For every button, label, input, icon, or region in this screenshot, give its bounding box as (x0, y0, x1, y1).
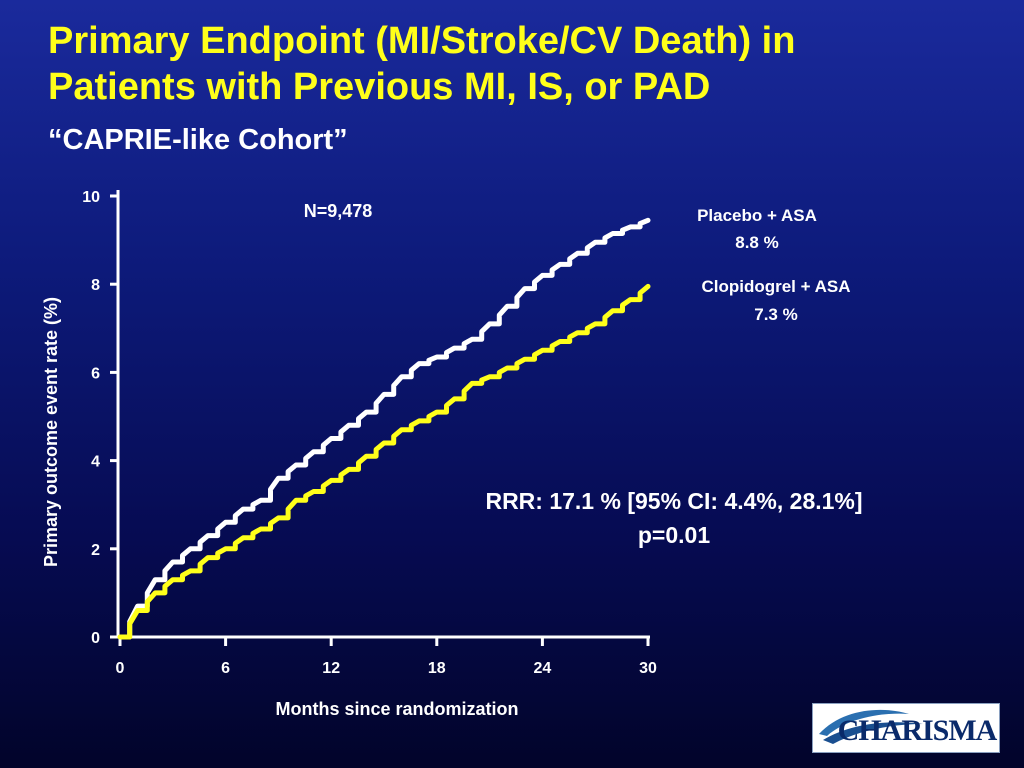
series-line-clopidogrel (117, 283, 651, 640)
x-axis-title: Months since randomization (275, 699, 518, 719)
x-tick-label: 24 (534, 660, 552, 677)
legend-placebo-rate: 8.8 % (735, 233, 778, 252)
x-tick-label: 12 (322, 660, 340, 677)
p-value-annotation: p=0.01 (638, 522, 710, 548)
slide-title: Primary Endpoint (MI/Stroke/CV Death) in… (48, 20, 796, 108)
chart-series (117, 217, 651, 640)
slide-subtitle: “CAPRIE-like Cohort” (48, 124, 348, 156)
charisma-logo: CHARISMA (812, 703, 1000, 753)
legend-placebo-name: Placebo + ASA (697, 206, 817, 225)
y-tick-label: 0 (91, 630, 100, 647)
sample-size-annotation: N=9,478 (304, 201, 373, 221)
y-tick-label: 8 (91, 277, 100, 294)
x-tick-label: 0 (116, 660, 125, 677)
legend-clopidogrel-rate: 7.3 % (754, 305, 797, 324)
y-tick-label: 6 (91, 365, 100, 382)
y-tick-label: 2 (91, 542, 100, 559)
x-tick-label: 18 (428, 660, 446, 677)
y-tick-label: 10 (82, 189, 100, 206)
x-tick-label: 6 (221, 660, 230, 677)
x-tick-label: 30 (639, 660, 657, 677)
rrr-annotation: RRR: 17.1 % [95% CI: 4.4%, 28.1%] (485, 488, 862, 514)
y-axis-title: Primary outcome event rate (%) (41, 297, 61, 567)
series-line-placebo (117, 217, 651, 640)
svg-text:CHARISMA: CHARISMA (838, 714, 998, 747)
legend-clopidogrel-name: Clopidogrel + ASA (701, 277, 850, 296)
y-tick-label: 4 (91, 454, 100, 471)
